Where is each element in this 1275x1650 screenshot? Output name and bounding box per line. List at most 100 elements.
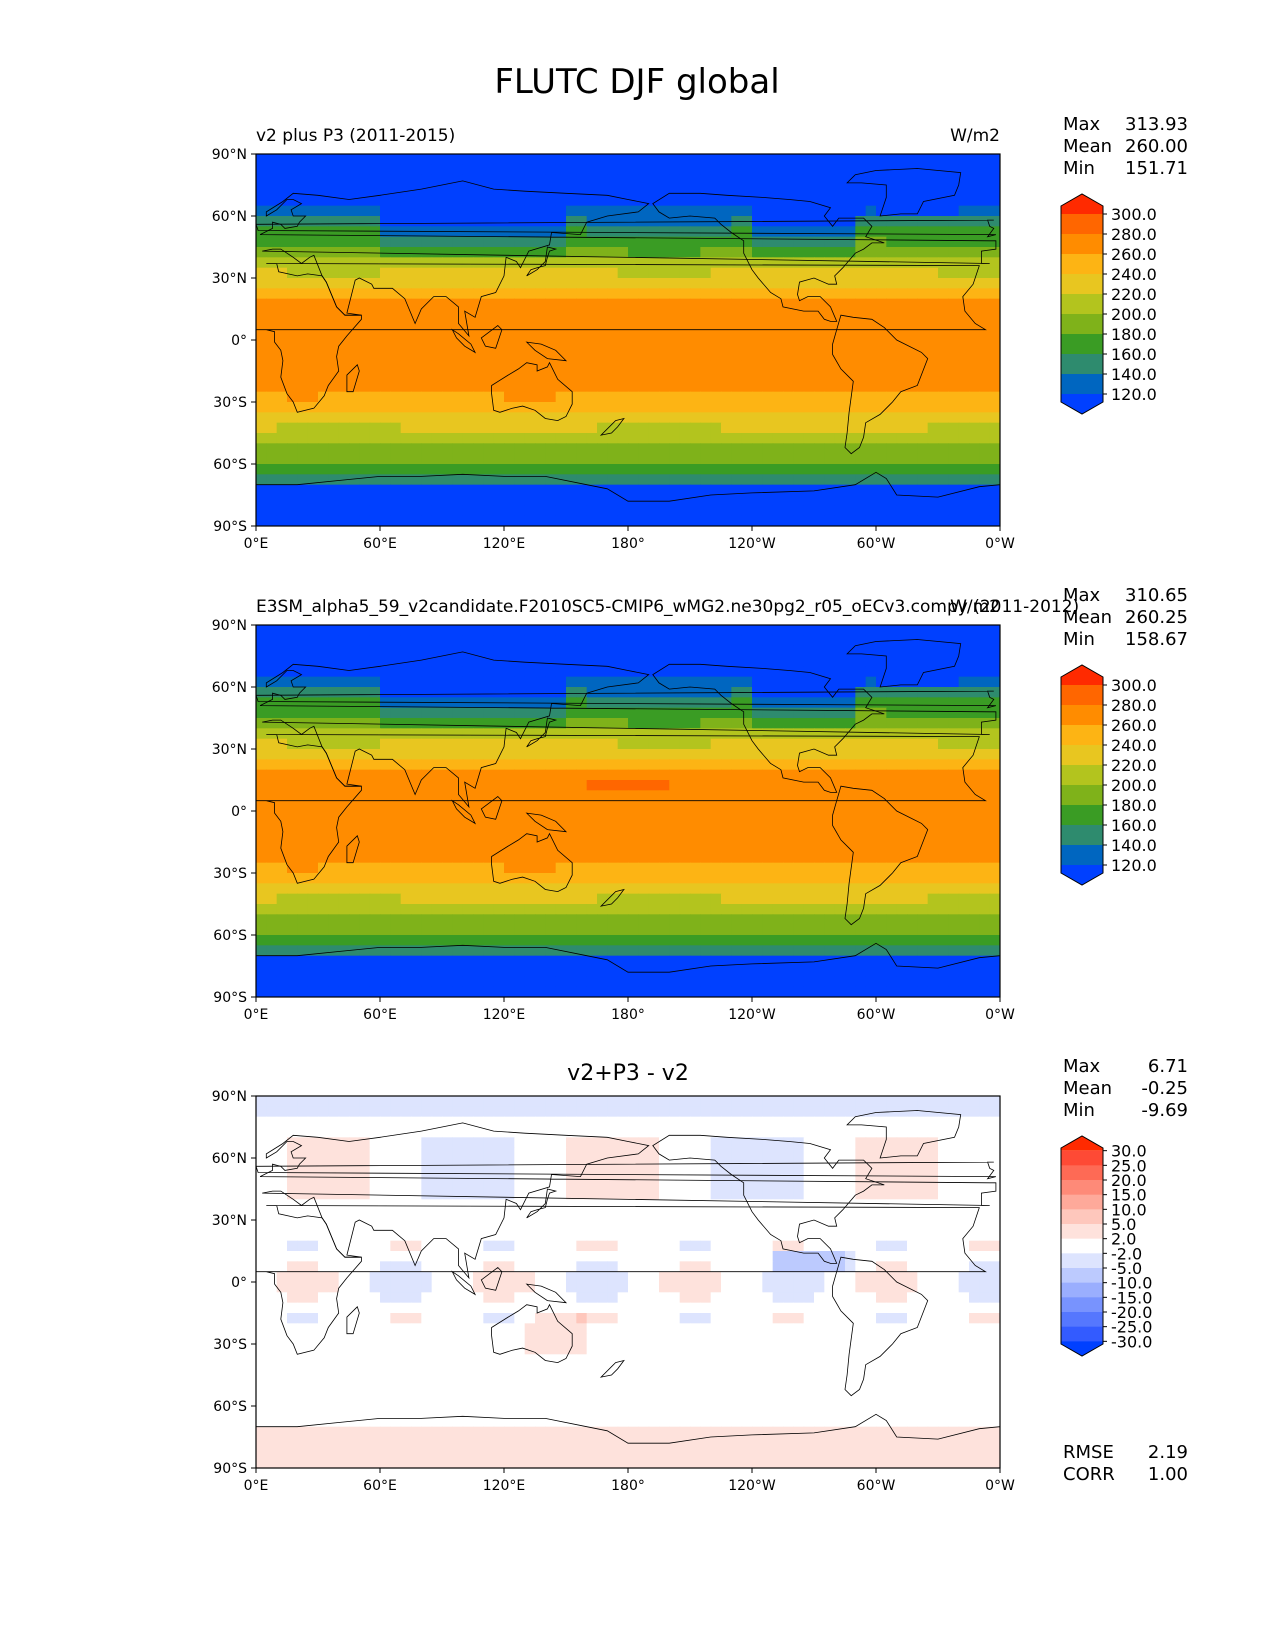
field-cell bbox=[731, 464, 743, 475]
field-cell bbox=[462, 164, 474, 176]
field-cell bbox=[359, 505, 371, 517]
field-cell bbox=[710, 515, 722, 526]
field-cell bbox=[659, 443, 670, 455]
field-cell bbox=[721, 236, 732, 248]
field-cell bbox=[917, 391, 929, 403]
field-cell bbox=[442, 464, 453, 475]
field-cell bbox=[473, 769, 484, 781]
field-cell bbox=[803, 433, 815, 444]
field-cell bbox=[452, 645, 464, 657]
field-cell bbox=[328, 381, 340, 393]
field-cell bbox=[700, 811, 712, 822]
field-cell bbox=[380, 495, 391, 506]
field-cell bbox=[473, 185, 484, 196]
field-cell bbox=[462, 790, 474, 802]
field-cell bbox=[555, 893, 567, 905]
field-cell bbox=[679, 309, 691, 320]
field-cell bbox=[483, 728, 495, 740]
field-cell bbox=[287, 495, 298, 506]
field-cell bbox=[648, 422, 660, 434]
field-cell bbox=[431, 267, 443, 279]
field-cell bbox=[473, 422, 484, 434]
coastline bbox=[256, 219, 996, 238]
field-cell bbox=[524, 862, 536, 874]
field-cell bbox=[555, 453, 567, 465]
field-cell bbox=[597, 433, 608, 444]
field-cell bbox=[690, 831, 701, 843]
field-cell bbox=[886, 495, 898, 506]
field-cell bbox=[555, 257, 567, 269]
field-cell bbox=[700, 945, 712, 957]
field-cell bbox=[938, 759, 949, 771]
field-cell bbox=[721, 195, 732, 207]
field-cell bbox=[803, 360, 815, 372]
field-cell bbox=[483, 371, 495, 382]
field-cell bbox=[452, 862, 464, 874]
field-cell bbox=[586, 391, 598, 403]
field-cell bbox=[380, 247, 391, 258]
field-cell bbox=[493, 464, 505, 475]
field-cell bbox=[318, 790, 329, 802]
field-cell bbox=[473, 676, 484, 688]
field-cell bbox=[896, 645, 908, 657]
field-cell bbox=[989, 769, 1000, 781]
field-cell bbox=[617, 391, 629, 403]
field-cell bbox=[514, 852, 526, 864]
field-cell bbox=[442, 329, 453, 341]
field-cell bbox=[927, 852, 939, 864]
field-cell bbox=[648, 195, 660, 207]
field-cell bbox=[752, 360, 763, 372]
field-cell bbox=[989, 914, 1000, 926]
field-cell bbox=[896, 676, 908, 688]
field-cell bbox=[545, 205, 557, 217]
field-cell bbox=[969, 852, 980, 864]
field-cell bbox=[989, 676, 1000, 688]
field-cell bbox=[731, 625, 743, 636]
colorbar-label: 240.0 bbox=[1111, 265, 1157, 284]
field-cell bbox=[256, 164, 267, 176]
field-cell bbox=[452, 505, 464, 517]
field-cell bbox=[473, 759, 484, 771]
field-cell bbox=[442, 842, 453, 853]
field-cell bbox=[690, 288, 701, 300]
field-cell bbox=[535, 749, 546, 760]
field-cell bbox=[989, 738, 1000, 750]
field-cell bbox=[359, 298, 371, 310]
field-cell bbox=[731, 749, 743, 760]
field-cell bbox=[452, 371, 464, 382]
field-cell bbox=[338, 790, 350, 802]
field-cell bbox=[287, 278, 298, 289]
field-cell bbox=[927, 645, 939, 657]
field-cell bbox=[783, 236, 794, 248]
field-cell bbox=[545, 298, 557, 310]
field-cell bbox=[762, 433, 774, 444]
field-cell bbox=[845, 873, 856, 884]
field-cell bbox=[597, 945, 608, 957]
field-cell bbox=[876, 625, 887, 636]
field-cell bbox=[731, 381, 743, 393]
field-cell bbox=[814, 185, 825, 196]
field-cell bbox=[679, 474, 691, 486]
field-cell bbox=[442, 904, 453, 915]
field-cell bbox=[545, 759, 557, 771]
field-cell bbox=[338, 759, 350, 771]
field-cell bbox=[504, 360, 515, 372]
field-cell bbox=[669, 759, 681, 771]
field-cell bbox=[473, 852, 484, 864]
field-cell bbox=[948, 645, 960, 657]
field-cell bbox=[907, 185, 918, 196]
field-cell bbox=[669, 195, 681, 207]
field-cell bbox=[524, 360, 536, 372]
field-cell bbox=[710, 340, 722, 351]
field-cell bbox=[369, 433, 381, 444]
field-cell bbox=[359, 453, 371, 465]
field-cell bbox=[369, 821, 381, 833]
field-cell bbox=[338, 811, 350, 822]
field-cell bbox=[907, 247, 918, 258]
field-cell bbox=[504, 759, 515, 771]
field-cell bbox=[545, 935, 557, 946]
field-cell bbox=[855, 278, 867, 289]
field-cell bbox=[566, 205, 577, 217]
field-cell bbox=[380, 873, 391, 884]
field-cell bbox=[741, 433, 753, 444]
